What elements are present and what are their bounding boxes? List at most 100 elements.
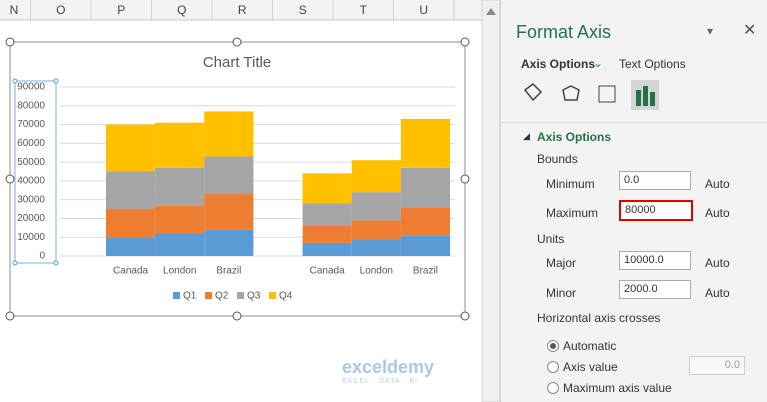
watermark-tagline: EXCEL · DATA · BI — [342, 378, 418, 385]
bar-segment — [351, 220, 401, 240]
bar-segment — [351, 160, 401, 193]
scroll-up[interactable] — [486, 8, 496, 15]
y-tick-label: 30000 — [17, 194, 45, 205]
bar-segment — [155, 122, 205, 168]
axis-handle — [53, 78, 59, 84]
icon-bar — [636, 90, 641, 106]
minor-input[interactable]: 2000.0 — [619, 280, 691, 299]
field-label: Maximum — [546, 206, 599, 220]
icon-row — [523, 80, 659, 110]
tab[interactable]: Axis Options — [521, 57, 596, 71]
column-header: S — [299, 3, 307, 17]
y-tick-label: 60000 — [17, 138, 45, 149]
axis-handle — [12, 78, 18, 84]
y-tick-label: 50000 — [17, 157, 45, 168]
radio-label[interactable]: Maximum axis value — [563, 381, 672, 395]
group-label: Units — [537, 232, 565, 246]
bar-segment — [400, 207, 450, 236]
radio[interactable] — [547, 382, 559, 394]
x-tick-label: Canada — [310, 266, 345, 277]
bar-segment — [204, 111, 254, 157]
tab[interactable]: Text Options — [619, 57, 686, 71]
bar-segment — [302, 225, 352, 243]
auto-button[interactable]: Auto — [705, 206, 730, 220]
worksheet: Chart Title N O P Q R S T U 0 10000 20000 30000 4000… — [0, 0, 500, 402]
resize-handle[interactable] — [5, 174, 15, 184]
bar-segment — [400, 235, 450, 256]
section-title[interactable]: Axis Options — [537, 130, 612, 144]
y-tick-label: 0 — [39, 251, 45, 262]
bar-segment — [351, 192, 401, 221]
auto-button[interactable]: Auto — [705, 256, 730, 270]
auto-button[interactable]: Auto — [705, 177, 730, 191]
radio-selected[interactable] — [547, 340, 559, 352]
bar-segment — [351, 239, 401, 256]
group-label: Horizontal axis crosses — [537, 311, 661, 325]
field-label: Major — [546, 256, 577, 270]
bar-segment — [106, 209, 156, 238]
x-tick-label: London — [163, 266, 196, 277]
scrollbar[interactable] — [481, 0, 500, 402]
axis-handle — [53, 260, 59, 266]
x-tick-label: Brazil — [216, 266, 241, 277]
resize-handle[interactable] — [460, 37, 470, 47]
x-tick-label: London — [360, 266, 393, 277]
column-header-bar — [0, 0, 482, 20]
column-header: O — [56, 3, 65, 17]
radio-dot — [550, 343, 556, 349]
resize-handle[interactable] — [460, 311, 470, 321]
major-input[interactable]: 10000.0 — [619, 251, 691, 270]
column-header: P — [117, 3, 125, 17]
maximum-input[interactable]: 80000 — [619, 200, 693, 221]
bar-segment — [155, 167, 205, 206]
tab-arrow[interactable]: ⌄ — [593, 56, 604, 70]
resize-handle[interactable] — [460, 174, 470, 184]
column-header: U — [419, 3, 428, 17]
radio-label[interactable]: Automatic — [563, 339, 617, 353]
chart-title: Chart Title — [203, 54, 271, 71]
resize-handle[interactable] — [232, 37, 242, 47]
field-label: Minor — [546, 286, 577, 300]
bar-segment — [302, 173, 352, 204]
minimum-input[interactable]: 0.0 — [619, 171, 691, 190]
x-tick-label: Canada — [113, 266, 148, 277]
axis-selection[interactable] — [14, 80, 57, 264]
bar-segment — [302, 203, 352, 226]
icon-bar — [643, 86, 648, 106]
pane-title: Format Axis — [516, 22, 612, 42]
divider — [501, 122, 767, 123]
axis-handle — [12, 260, 18, 266]
column-header: Q — [177, 3, 186, 17]
close-button[interactable]: ✕ — [743, 22, 757, 39]
bar-segment — [106, 237, 156, 256]
column-header: T — [360, 3, 368, 17]
bar-segment — [155, 205, 205, 234]
group-label: Bounds — [537, 152, 578, 166]
bar-segment — [106, 124, 156, 172]
bar-segment — [155, 233, 205, 256]
size-icon[interactable] — [598, 85, 616, 103]
bar-segment — [204, 229, 254, 256]
auto-button[interactable]: Auto — [705, 286, 730, 300]
bar-segment — [204, 156, 254, 195]
resize-handle[interactable] — [5, 37, 15, 47]
fill-icon[interactable] — [523, 83, 543, 102]
y-tick-label: 40000 — [17, 176, 45, 187]
radio[interactable] — [547, 361, 559, 373]
bar-segment — [106, 171, 156, 210]
resize-handle[interactable] — [232, 311, 242, 321]
bar-segment — [400, 167, 450, 208]
radio-label[interactable]: Axis value — [563, 360, 618, 374]
legend-swatch — [173, 292, 180, 299]
column-header: N — [10, 3, 19, 17]
y-tick-label: 70000 — [17, 119, 45, 130]
resize-handle[interactable] — [5, 311, 15, 321]
axis-value-input[interactable]: 0.0 — [689, 356, 745, 375]
icon-bar — [650, 92, 655, 106]
effects-icon[interactable] — [562, 85, 580, 101]
legend-label: Q1 — [183, 291, 197, 302]
pane-menu[interactable]: ▾ — [707, 24, 714, 38]
legend-swatch — [269, 292, 276, 299]
collapse-arrow[interactable]: ◢ — [523, 131, 530, 141]
